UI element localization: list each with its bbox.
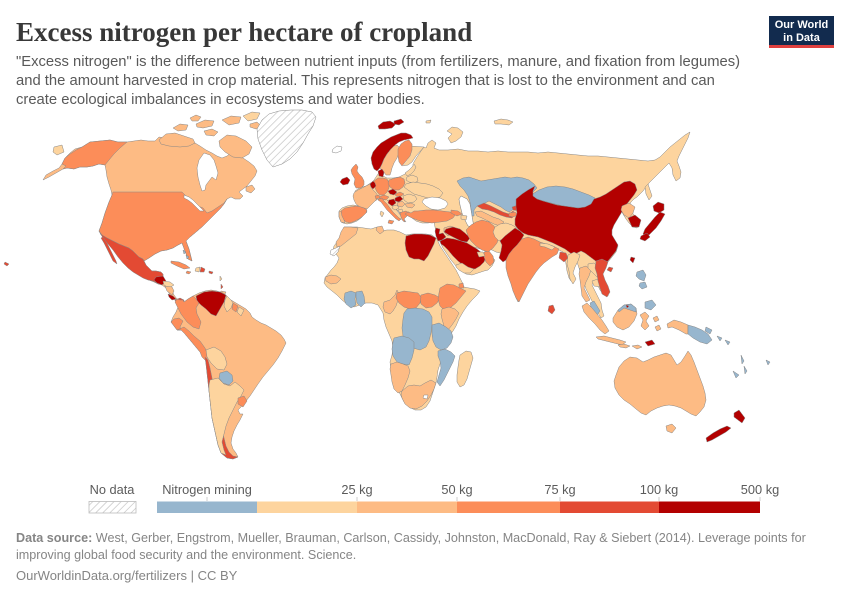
svg-text:No data: No data [90, 482, 136, 497]
svg-text:25 kg: 25 kg [341, 482, 372, 497]
svg-text:500 kg: 500 kg [741, 482, 779, 497]
svg-text:50 kg: 50 kg [441, 482, 472, 497]
svg-text:100 kg: 100 kg [640, 482, 678, 497]
svg-text:75 kg: 75 kg [544, 482, 575, 497]
svg-text:Nitrogen mining: Nitrogen mining [162, 482, 252, 497]
